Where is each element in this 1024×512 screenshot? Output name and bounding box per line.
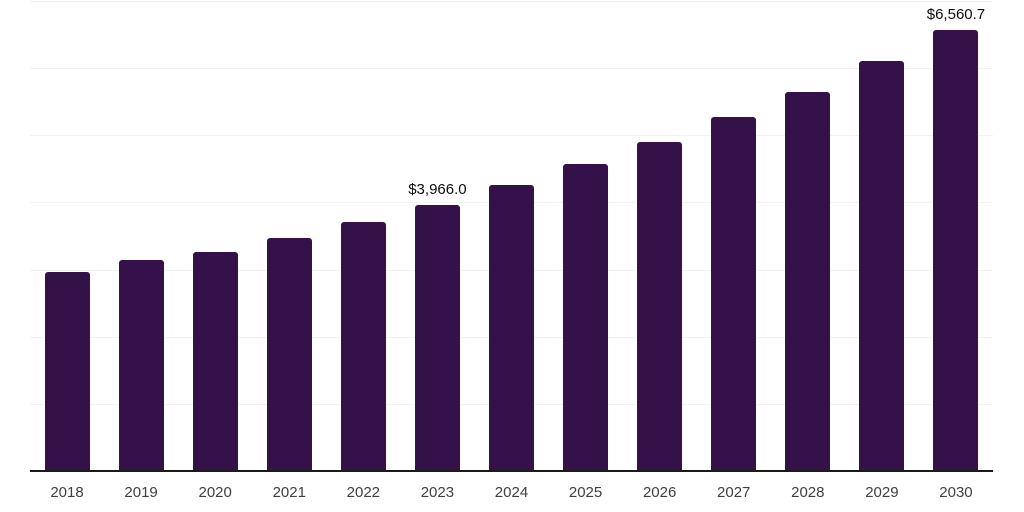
x-tick-2027: 2027 bbox=[717, 484, 751, 501]
bar-2027 bbox=[711, 116, 757, 471]
bar-2028 bbox=[785, 91, 831, 471]
x-tick-2021: 2021 bbox=[272, 484, 306, 501]
bar-2021 bbox=[266, 238, 312, 471]
x-tick-2022: 2022 bbox=[346, 484, 381, 501]
x-tick-2020: 2020 bbox=[198, 484, 232, 501]
x-tick-2018: 2018 bbox=[50, 484, 84, 501]
bar-2020 bbox=[192, 252, 238, 471]
bar-2024 bbox=[489, 184, 534, 471]
bar-2030 bbox=[933, 30, 979, 471]
x-tick-2023: 2023 bbox=[420, 484, 455, 501]
x-tick-2026: 2026 bbox=[642, 484, 677, 501]
x-tick-2024: 2024 bbox=[494, 484, 529, 501]
x-tick-2025: 2025 bbox=[568, 484, 603, 501]
bar-2018 bbox=[44, 272, 90, 471]
bar-2025 bbox=[563, 163, 609, 471]
gridline-6000 bbox=[30, 68, 993, 70]
bar-value-label-2030: $6,560.7 bbox=[926, 6, 986, 24]
gridline-5000 bbox=[30, 135, 993, 137]
bar-2026 bbox=[637, 142, 683, 471]
x-axis-line bbox=[30, 470, 993, 472]
bar-2019 bbox=[118, 259, 164, 471]
x-tick-2030: 2030 bbox=[939, 484, 973, 501]
x-tick-2029: 2029 bbox=[865, 484, 899, 501]
bar-2022 bbox=[340, 222, 386, 471]
x-tick-2028: 2028 bbox=[791, 484, 825, 501]
bar-value-label-2023: $3,966.0 bbox=[408, 180, 467, 198]
gridline-7000 bbox=[30, 1, 993, 2]
x-tick-2019: 2019 bbox=[124, 484, 158, 501]
bar-2023 bbox=[414, 204, 460, 471]
bar-2029 bbox=[859, 61, 905, 471]
